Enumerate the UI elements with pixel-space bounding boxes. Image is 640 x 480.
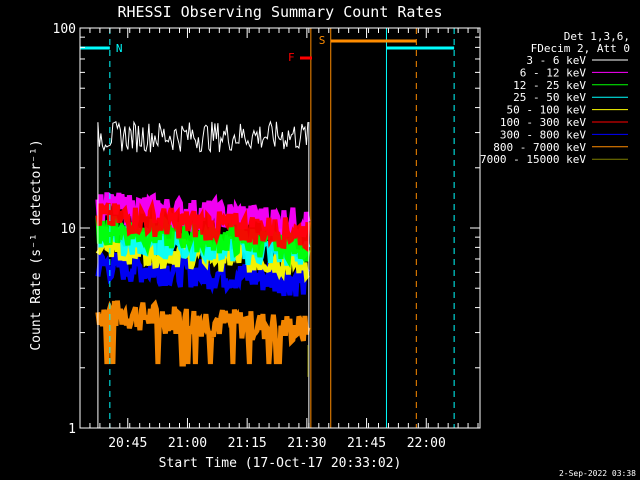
x-tick-label: 21:30 xyxy=(287,436,326,451)
legend-header-2: FDecim 2, Att 0 xyxy=(531,42,630,55)
x-tick-label: 20:45 xyxy=(108,436,147,451)
series-line xyxy=(95,299,311,367)
series-line xyxy=(96,218,311,266)
y-tick-label: 100 xyxy=(53,22,76,37)
x-tick-label: 21:45 xyxy=(347,436,386,451)
series-3 xyxy=(96,218,311,266)
legend-label: 300 - 800 keV xyxy=(500,128,586,141)
x-tick-label: 22:00 xyxy=(407,436,446,451)
legend-label: 7000 - 15000 keV xyxy=(480,153,586,166)
legend-label: 800 - 7000 keV xyxy=(493,141,586,154)
saa-flag-label: S xyxy=(319,34,326,47)
flare-flag-label: F xyxy=(288,51,295,64)
y-tick-label: 10 xyxy=(60,222,76,237)
footer-date: 2-Sep-2022 03:38 xyxy=(559,469,636,478)
legend-label: 6 - 12 keV xyxy=(520,66,587,79)
chart-title: RHESSI Observing Summary Count Rates xyxy=(117,3,442,21)
x-axis-label: Start Time (17-Oct-17 20:33:02) xyxy=(159,456,402,471)
series-line xyxy=(95,198,311,253)
y-axis-label: Count Rate (s⁻¹ detector⁻¹) xyxy=(29,139,44,350)
legend-label: 50 - 100 keV xyxy=(507,104,587,117)
series-0 xyxy=(97,120,310,428)
series-6 xyxy=(95,247,311,297)
x-tick-label: 21:00 xyxy=(168,436,207,451)
legend-label: 100 - 300 keV xyxy=(500,116,586,129)
legend-label: 12 - 25 keV xyxy=(513,79,586,92)
series-line xyxy=(97,120,309,154)
x-tick-label: 21:15 xyxy=(228,436,267,451)
legend-label: 25 - 50 keV xyxy=(513,91,586,104)
axes: 1 10 100 20:45 21:00 21:15 21:30 21:45 22:00 xyxy=(53,22,480,451)
series-7 xyxy=(95,299,311,367)
legend-header-1: Det 1,3,6, xyxy=(564,30,630,43)
legend-label: 3 - 6 keV xyxy=(526,54,586,67)
series-line xyxy=(95,247,311,297)
data-traces xyxy=(95,120,311,428)
y-tick-label: 1 xyxy=(68,422,76,437)
series-5 xyxy=(95,198,311,253)
night-flag-label: N xyxy=(116,42,123,55)
